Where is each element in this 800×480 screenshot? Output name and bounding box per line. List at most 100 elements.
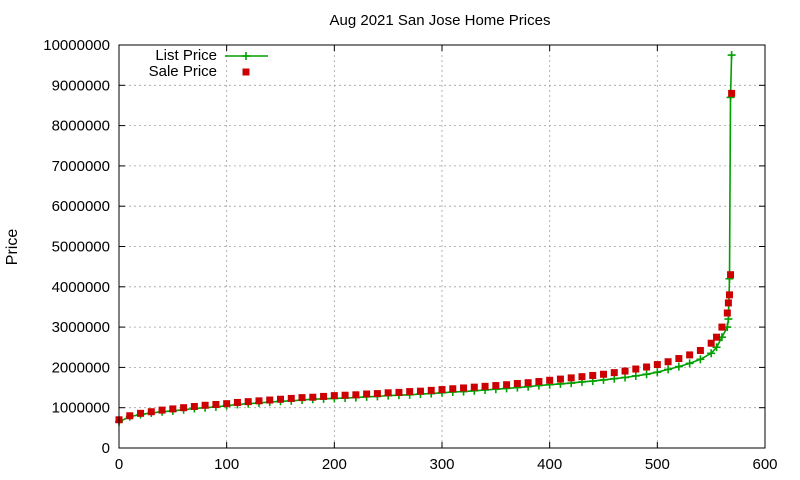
sale-price-point: [675, 355, 683, 363]
sale-price-point: [589, 371, 597, 379]
sale-price-point: [728, 89, 736, 97]
sale-price-point: [352, 391, 360, 399]
x-tick-label: 500: [645, 456, 670, 473]
sale-price-point: [277, 395, 284, 403]
y-tick-label: 2000000: [52, 359, 110, 376]
sale-price-point: [363, 390, 371, 398]
sale-price-point: [180, 404, 188, 412]
sale-price-point: [190, 402, 198, 410]
sale-price-point: [653, 361, 661, 369]
sale-price-point: [212, 400, 220, 408]
series-sale-price: [115, 89, 736, 424]
x-tick-label: 400: [537, 456, 562, 473]
sale-price-point: [244, 398, 252, 406]
sale-price-point: [556, 375, 564, 383]
sale-price-point: [147, 408, 155, 416]
sale-price-point: [287, 394, 295, 402]
y-tick-label: 9000000: [52, 77, 110, 94]
sale-price-point: [724, 299, 732, 307]
sale-price-point: [137, 409, 145, 417]
legend-label-sale-price: Sale Price: [149, 63, 217, 80]
list-price-point: [712, 343, 721, 352]
sale-price-point: [341, 391, 349, 399]
y-tick-label: 4000000: [52, 279, 110, 296]
sale-price-point: [632, 365, 640, 373]
y-tick-label: 0: [102, 440, 110, 457]
sale-price-point: [320, 392, 328, 400]
sale-price-point: [578, 373, 586, 381]
sale-price-point: [158, 406, 166, 414]
x-tick-label: 0: [115, 456, 123, 473]
sale-price-point: [503, 381, 511, 389]
sale-price-point: [460, 384, 468, 392]
sale-price-point: [223, 400, 231, 408]
list-price-point: [674, 362, 683, 371]
list-price-point: [685, 359, 694, 368]
y-tick-label: 1000000: [52, 400, 110, 417]
legend-marker-sale-price: [242, 68, 250, 76]
sale-price-point: [696, 346, 704, 354]
sale-price-point: [384, 389, 392, 397]
x-tick-label: 300: [429, 456, 454, 473]
y-tick-label: 10000000: [43, 37, 110, 54]
sale-price-point: [266, 396, 274, 404]
sale-price-point: [513, 380, 521, 388]
axis-ticks: 0100000020000003000000400000050000006000…: [43, 37, 777, 473]
chart-title: Aug 2021 San Jose Home Prices: [330, 12, 551, 29]
x-tick-label: 100: [214, 456, 239, 473]
sale-price-point: [126, 412, 134, 420]
sale-price-point: [309, 393, 317, 401]
sale-price-point: [524, 379, 532, 387]
sale-price-point: [438, 386, 446, 394]
sale-price-point: [725, 291, 733, 299]
sale-price-point: [406, 388, 414, 396]
sale-price-point: [707, 339, 715, 347]
x-tick-label: 600: [752, 456, 777, 473]
sale-price-point: [567, 374, 575, 382]
sale-price-point: [723, 309, 731, 317]
list-price-point: [621, 373, 630, 382]
sale-price-point: [255, 397, 263, 405]
y-tick-label: 3000000: [52, 319, 110, 336]
legend-marker-list-price: [242, 52, 250, 60]
sale-price-point: [535, 378, 543, 386]
series-list-price: [115, 51, 736, 426]
sale-price-point: [169, 405, 177, 413]
x-tick-label: 200: [322, 456, 347, 473]
y-tick-label: 5000000: [52, 239, 110, 256]
sale-price-point: [449, 385, 457, 393]
sale-price-point: [416, 387, 424, 395]
legend-label-list-price: List Price: [155, 47, 217, 64]
legend-sample-sale-price: [242, 68, 250, 76]
sale-price-point: [600, 370, 607, 378]
sale-price-point: [664, 358, 672, 366]
list-price-point: [631, 371, 640, 380]
sale-price-point: [621, 367, 629, 375]
list-price-point: [727, 51, 736, 60]
sale-price-point: [643, 363, 651, 371]
y-tick-label: 8000000: [52, 118, 110, 135]
sale-price-point: [718, 323, 726, 331]
legend-sample-list-price: [225, 52, 268, 60]
sale-price-point: [481, 382, 489, 390]
list-price-point: [642, 370, 651, 379]
sale-price-point: [298, 394, 306, 402]
sale-price-point: [546, 376, 554, 384]
plot-series: [115, 51, 736, 426]
sale-price-point: [373, 390, 381, 398]
sale-price-point: [727, 271, 735, 279]
y-tick-label: 6000000: [52, 198, 110, 215]
list-price-point: [696, 355, 705, 364]
y-tick-label: 7000000: [52, 158, 110, 175]
list-price-line: [118, 55, 733, 423]
sale-price-point: [201, 401, 209, 409]
sale-price-point: [330, 392, 338, 400]
sale-price-point: [713, 333, 721, 341]
sale-price-point: [610, 369, 618, 377]
list-price-point: [664, 365, 673, 374]
sale-price-point: [686, 351, 694, 359]
list-price-point: [653, 368, 662, 377]
sale-price-point: [492, 382, 500, 390]
list-price-point: [707, 349, 716, 358]
